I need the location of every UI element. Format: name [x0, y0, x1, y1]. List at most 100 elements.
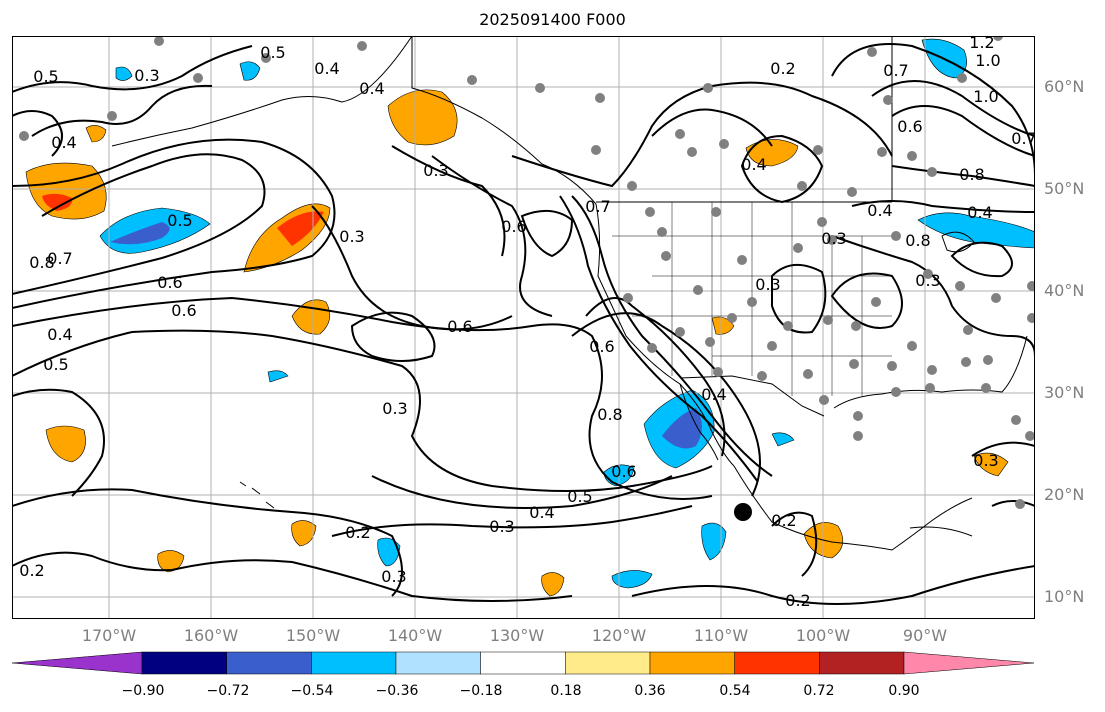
alaska-coast	[111, 36, 413, 147]
colorbar-cell	[226, 651, 312, 675]
contour-label: 0.6	[589, 337, 614, 356]
contour-line	[950, 241, 1013, 278]
contour-label: 1.2	[969, 36, 994, 52]
colorbar-tick-label: 0.90	[888, 683, 920, 699]
gulf-coast	[833, 335, 1028, 409]
shade-red	[42, 193, 73, 211]
contour-label: 0.4	[529, 503, 554, 522]
baja-coast	[679, 383, 719, 461]
shade-blue	[771, 432, 795, 447]
alaska-coast	[411, 36, 597, 205]
lon-label: 100°W	[795, 626, 851, 645]
colorbar-cell	[565, 651, 651, 675]
colorbar-tick-label: 0.72	[803, 683, 835, 699]
shade-orange	[541, 572, 565, 597]
contour-label: 0.4	[359, 79, 384, 98]
contour-line	[891, 105, 1035, 157]
lat-label: 40°N	[1044, 281, 1085, 300]
contour-label: 0.4	[47, 325, 72, 344]
contour-label: 0.3	[489, 517, 514, 536]
shade-orange	[45, 425, 86, 463]
contour-label: 0.2	[771, 511, 796, 530]
contour-label: 0.5	[43, 355, 68, 374]
contour-line	[520, 209, 574, 258]
colorbar-extension-low	[12, 651, 143, 675]
contour-line	[12, 329, 713, 492]
contour-label: 0.6	[611, 462, 636, 481]
contour-label-group: 0.5 0.4 0.4 0.2 0.3 0.5 0.4 0.3 0.5 0.7 …	[19, 36, 1035, 610]
colorbar-cell	[311, 651, 397, 675]
lon-label: 160°W	[183, 626, 239, 645]
contour-label: 1.0	[975, 51, 1000, 70]
shaded-regions	[25, 38, 1035, 597]
contour-label: 0.4	[51, 133, 76, 152]
contour-line	[350, 311, 436, 362]
colorbar-tick-label: −0.36	[375, 683, 419, 699]
contour-label: 0.5	[167, 211, 192, 230]
contour-line	[559, 195, 759, 483]
colorbar-cell	[480, 651, 566, 675]
contour-label: 0.6	[447, 317, 472, 336]
shade-blue	[377, 537, 401, 567]
contour-label: 0.5	[567, 487, 592, 506]
shade-orange	[291, 520, 317, 547]
lon-label: 110°W	[693, 626, 749, 645]
contour-line	[12, 388, 105, 497]
colorbar-tick-label: −0.72	[206, 683, 250, 699]
shade-orange	[387, 89, 458, 146]
shade-orange	[973, 452, 1009, 477]
coastlines	[111, 36, 1028, 551]
contour-label: 0.8	[29, 253, 54, 272]
lat-label: 10°N	[1044, 587, 1085, 606]
contour-label: 0.2	[345, 523, 370, 542]
contour-label: 0.3	[755, 275, 780, 294]
contour-label: 0.3	[821, 229, 846, 248]
map-panel: 0.5 0.4 0.4 0.2 0.3 0.5 0.4 0.3 0.5 0.7 …	[12, 36, 1035, 619]
colorbar-cell	[649, 651, 735, 675]
contour-label: 0.8	[597, 405, 622, 424]
contour-line	[971, 441, 1035, 457]
contour-line	[571, 312, 761, 497]
contour-label: 0.7	[585, 197, 610, 216]
colorbar-tick-label: −0.18	[459, 683, 503, 699]
contour-label: 0.6	[501, 217, 526, 236]
colorbar-tick-label: −0.54	[290, 683, 334, 699]
contour-line	[991, 500, 1035, 507]
lat-label: 30°N	[1044, 383, 1085, 402]
colorbar-cell	[734, 651, 820, 675]
contour-label: 0.8	[905, 231, 930, 250]
shade-orange	[745, 139, 799, 167]
contour-label: 0.3	[423, 161, 448, 180]
lat-label: 60°N	[1044, 77, 1085, 96]
shade-blue	[917, 212, 1035, 249]
contour-label: 0.6	[171, 301, 196, 320]
lon-label: 130°W	[489, 626, 545, 645]
contour-line	[31, 84, 213, 137]
contour-line	[12, 45, 253, 93]
colorbar-tick-label: 0.36	[634, 683, 666, 699]
colorbar-tick-label: 0.54	[719, 683, 751, 699]
colorbar-cell	[395, 651, 481, 675]
contour-label: 0.4	[741, 155, 766, 174]
contour-label: 0.6	[897, 117, 922, 136]
contour-label: 0.7	[883, 61, 908, 80]
contour-line	[851, 200, 1035, 213]
contour-label: 0.3	[134, 66, 159, 85]
cuba	[909, 526, 973, 537]
west-coast	[595, 203, 735, 467]
shade-blue	[267, 370, 289, 383]
shade-darkblue	[110, 222, 170, 245]
colorbar-cell	[819, 651, 905, 675]
contour-label: 0.2	[770, 59, 795, 78]
colorbar-tick-label: 0.18	[550, 683, 582, 699]
contour-label: 0.7	[47, 249, 72, 268]
contour-line	[12, 488, 403, 597]
shade-darkblue	[662, 408, 702, 449]
contour-line	[311, 205, 513, 331]
station-dots	[19, 36, 1035, 509]
contour-label: 0.2	[19, 561, 44, 580]
colorbar-cell	[141, 651, 227, 675]
contour-line	[511, 81, 893, 188]
shade-orange	[85, 125, 107, 143]
contour-line	[631, 565, 1035, 605]
